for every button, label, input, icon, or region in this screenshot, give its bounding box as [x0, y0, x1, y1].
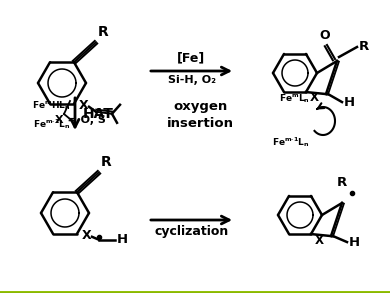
Text: X: X	[310, 91, 319, 103]
Text: O: O	[320, 29, 330, 42]
Text: $\mathbf{Fe^{m}HL_{n}}$: $\mathbf{Fe^{m}HL_{n}}$	[32, 99, 71, 112]
Text: H: H	[344, 96, 355, 108]
Text: R: R	[337, 176, 347, 189]
Text: X: X	[79, 99, 89, 112]
Text: H: H	[349, 236, 360, 248]
Text: X: X	[82, 229, 92, 242]
Text: X: X	[314, 234, 323, 246]
Text: R: R	[101, 155, 112, 169]
Text: $\mathbf{Fe^{m\text{-}1}L_{n}}$: $\mathbf{Fe^{m\text{-}1}L_{n}}$	[33, 117, 71, 131]
Text: $\mathbf{Fe^{m}L_{n}}$: $\mathbf{Fe^{m}L_{n}}$	[279, 93, 310, 105]
Text: $\mathbf{Fe^{m\text{-}1}L_{n}}$: $\mathbf{Fe^{m\text{-}1}L_{n}}$	[272, 135, 310, 149]
Text: R: R	[98, 25, 109, 39]
Text: HAT: HAT	[83, 107, 114, 121]
Text: H: H	[117, 233, 128, 246]
Text: [Fe]: [Fe]	[177, 51, 206, 64]
Text: X = O, S: X = O, S	[55, 115, 106, 125]
Text: oxygen
insertion: oxygen insertion	[167, 100, 234, 130]
Text: R: R	[359, 40, 369, 52]
Text: cyclization: cyclization	[154, 225, 229, 238]
Text: Si-H, O₂: Si-H, O₂	[167, 75, 216, 85]
